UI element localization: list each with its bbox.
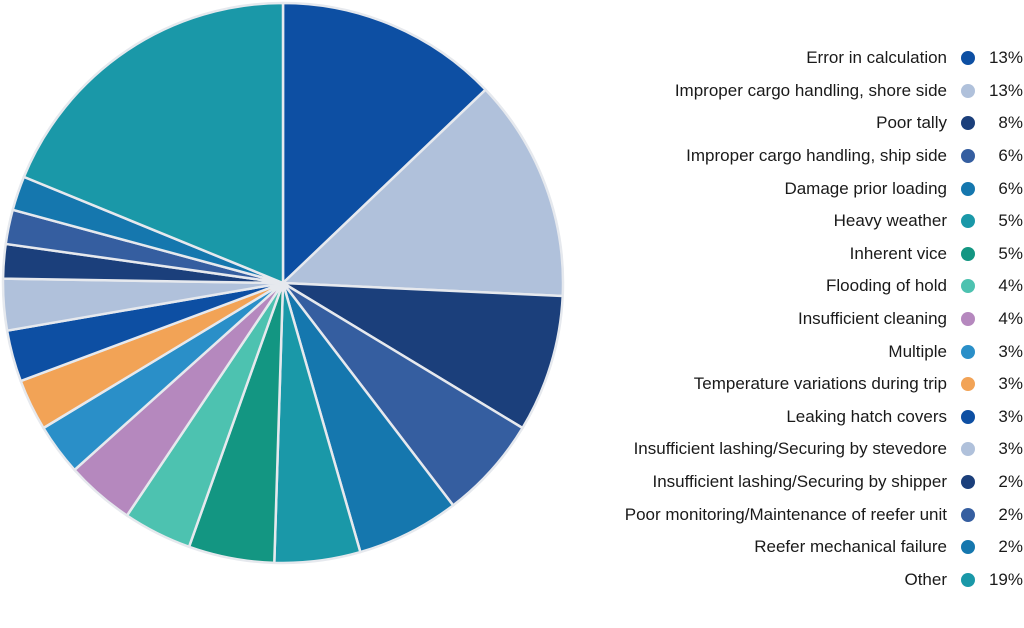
legend-item: Insufficient cleaning 4%: [504, 303, 1024, 336]
legend-swatch: [961, 279, 975, 294]
legend-swatch: [961, 572, 975, 587]
legend-value: 2%: [998, 472, 1023, 492]
pie-slice-16: [22, 1, 285, 285]
legend-label: Leaking hatch covers: [786, 406, 947, 426]
legend-item: Poor monitoring/Maintenance of reefer un…: [504, 498, 1024, 531]
legend-item: Temperature variations during trip 3%: [504, 368, 1024, 401]
legend-swatch: [961, 442, 975, 457]
legend-item: Multiple 3%: [504, 335, 1024, 368]
legend-item: Heavy weather 5%: [504, 205, 1024, 238]
legend-swatch: [961, 181, 975, 196]
legend-value: 8%: [998, 113, 1023, 133]
legend-value: 5%: [998, 211, 1023, 231]
legend-value: 6%: [998, 178, 1023, 198]
legend-value: 19%: [988, 569, 1023, 589]
legend-label: Damage prior loading: [784, 178, 947, 198]
legend-value: 2%: [998, 537, 1023, 557]
legend-item: Inherent vice 5%: [504, 238, 1024, 271]
legend-value: 3%: [998, 439, 1023, 459]
legend-label: Multiple: [888, 341, 947, 361]
legend-item: Flooding of hold 4%: [504, 270, 1024, 303]
legend-value: 13%: [988, 48, 1023, 68]
legend-label: Flooding of hold: [826, 276, 947, 296]
pie-slice-1: [281, 88, 565, 298]
legend-item: Error in calculation 13%: [504, 42, 1024, 75]
legend-label: Error in calculation: [806, 48, 947, 68]
legend-value: 4%: [998, 276, 1023, 296]
legend-swatch: [961, 116, 975, 131]
legend-swatch: [961, 149, 975, 164]
legend-swatch: [961, 83, 975, 98]
legend-label: Improper cargo handling, ship side: [686, 146, 947, 166]
legend-item: Poor tally 8%: [504, 107, 1024, 140]
legend-item: Improper cargo handling, shore side 13%: [504, 75, 1024, 108]
legend-item: Other 19%: [504, 564, 1024, 597]
legend-item: Insufficient lashing/Securing by shipper…: [504, 466, 1024, 499]
legend-swatch: [961, 312, 975, 327]
pie-slice-0: [281, 1, 487, 285]
legend-value: 3%: [998, 374, 1023, 394]
legend-value: 3%: [998, 341, 1023, 361]
legend-label: Temperature variations during trip: [693, 374, 947, 394]
legend: Error in calculation 13% Improper cargo ha…: [504, 42, 1024, 596]
legend-item: Improper cargo handling, ship side 6%: [504, 140, 1024, 173]
legend-swatch: [961, 475, 975, 490]
pie-slice-2: [281, 281, 564, 430]
legend-swatch: [961, 409, 975, 424]
legend-value: 13%: [988, 80, 1023, 100]
legend-label: Poor tally: [876, 113, 947, 133]
legend-swatch: [961, 507, 975, 522]
legend-swatch: [961, 246, 975, 261]
legend-swatch: [961, 51, 975, 66]
legend-item: Reefer mechanical failure 2%: [504, 531, 1024, 564]
legend-value: 2%: [998, 504, 1023, 524]
legend-swatch: [961, 344, 975, 359]
legend-item: Insufficient lashing/Securing by stevedo…: [504, 433, 1024, 466]
legend-swatch: [961, 377, 975, 392]
legend-swatch: [961, 214, 975, 229]
legend-swatch: [961, 540, 975, 555]
legend-label: Insufficient lashing/Securing by stevedo…: [633, 439, 947, 459]
legend-label: Heavy weather: [833, 211, 947, 231]
legend-value: 3%: [998, 406, 1023, 426]
legend-label: Poor monitoring/Maintenance of reefer un…: [624, 504, 947, 524]
legend-label: Insufficient cleaning: [797, 309, 947, 329]
pie-slices: [1, 1, 565, 565]
legend-label: Other: [904, 569, 947, 589]
legend-item: Leaking hatch covers 3%: [504, 401, 1024, 434]
legend-value: 6%: [998, 146, 1023, 166]
legend-label: Insufficient lashing/Securing by shipper: [652, 472, 947, 492]
legend-item: Damage prior loading 6%: [504, 172, 1024, 205]
legend-value: 5%: [998, 243, 1023, 263]
legend-label: Inherent vice: [849, 243, 947, 263]
legend-label: Improper cargo handling, shore side: [674, 80, 947, 100]
legend-label: Reefer mechanical failure: [754, 537, 947, 557]
legend-value: 4%: [998, 309, 1023, 329]
